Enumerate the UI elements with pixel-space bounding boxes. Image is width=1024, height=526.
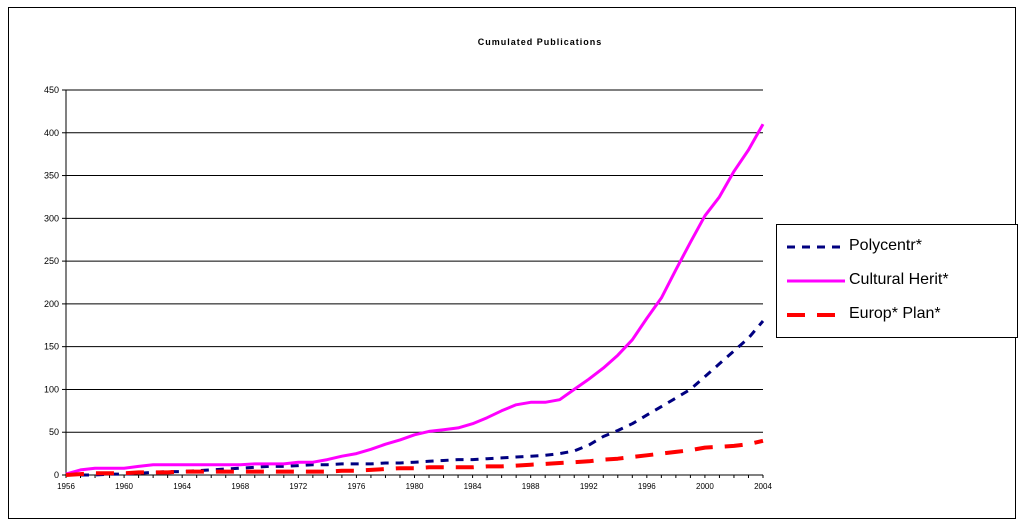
series-line-europ-plan xyxy=(65,438,764,477)
x-tick-label-1984: 1984 xyxy=(464,482,482,491)
x-tick-label-2000: 2000 xyxy=(696,482,714,491)
chart-title: Cumulated Publications xyxy=(478,37,603,47)
legend-label-europ-plan: Europ* Plan* xyxy=(849,305,941,322)
x-tick-label-1972: 1972 xyxy=(289,482,307,491)
x-tick-label-1988: 1988 xyxy=(522,482,540,491)
x-tick-label-1968: 1968 xyxy=(231,482,249,491)
x-tick-label-1960: 1960 xyxy=(115,482,133,491)
y-tick-label-300: 300 xyxy=(44,213,59,223)
y-tick-label-400: 400 xyxy=(44,128,59,138)
y-tick-label-350: 350 xyxy=(44,171,59,181)
y-tick-label-0: 0 xyxy=(54,470,59,480)
x-tick-label-1964: 1964 xyxy=(173,482,191,491)
legend-label-polycentr: Polycentr* xyxy=(849,237,922,254)
legend-swatch-polycentr xyxy=(787,245,845,249)
legend: Polycentr* Cultural Herit* Europ* Plan* xyxy=(776,224,1018,338)
x-tick-label-1956: 1956 xyxy=(57,482,75,491)
series-line-cultural-herit xyxy=(65,123,765,476)
series-lines xyxy=(65,123,765,477)
y-tick-label-200: 200 xyxy=(44,299,59,309)
legend-swatch-cultural-herit xyxy=(787,279,845,283)
x-tick-label-1976: 1976 xyxy=(348,482,366,491)
y-tick-label-450: 450 xyxy=(44,85,59,95)
legend-item-europ-plan: Europ* Plan* xyxy=(777,302,1017,328)
legend-label-cultural-herit: Cultural Herit* xyxy=(849,271,949,288)
y-tick-label-150: 150 xyxy=(44,342,59,352)
x-tick-label-1980: 1980 xyxy=(406,482,424,491)
series-line-polycentr xyxy=(66,320,765,477)
gridlines xyxy=(66,89,763,433)
axes: 0 50 100 150 200 250 300 350 400 450 1956 1960 1964 1… xyxy=(44,85,772,491)
y-tick-label-50: 50 xyxy=(49,427,59,437)
legend-swatch-europ-plan xyxy=(787,313,845,317)
legend-item-polycentr: Polycentr* xyxy=(777,234,1017,260)
y-tick-label-100: 100 xyxy=(44,384,59,394)
y-tick-label-250: 250 xyxy=(44,256,59,266)
x-tick-label-1992: 1992 xyxy=(580,482,598,491)
legend-item-cultural-herit: Cultural Herit* xyxy=(777,268,1017,294)
x-tick-label-1996: 1996 xyxy=(638,482,656,491)
x-tick-label-2004: 2004 xyxy=(754,482,772,491)
